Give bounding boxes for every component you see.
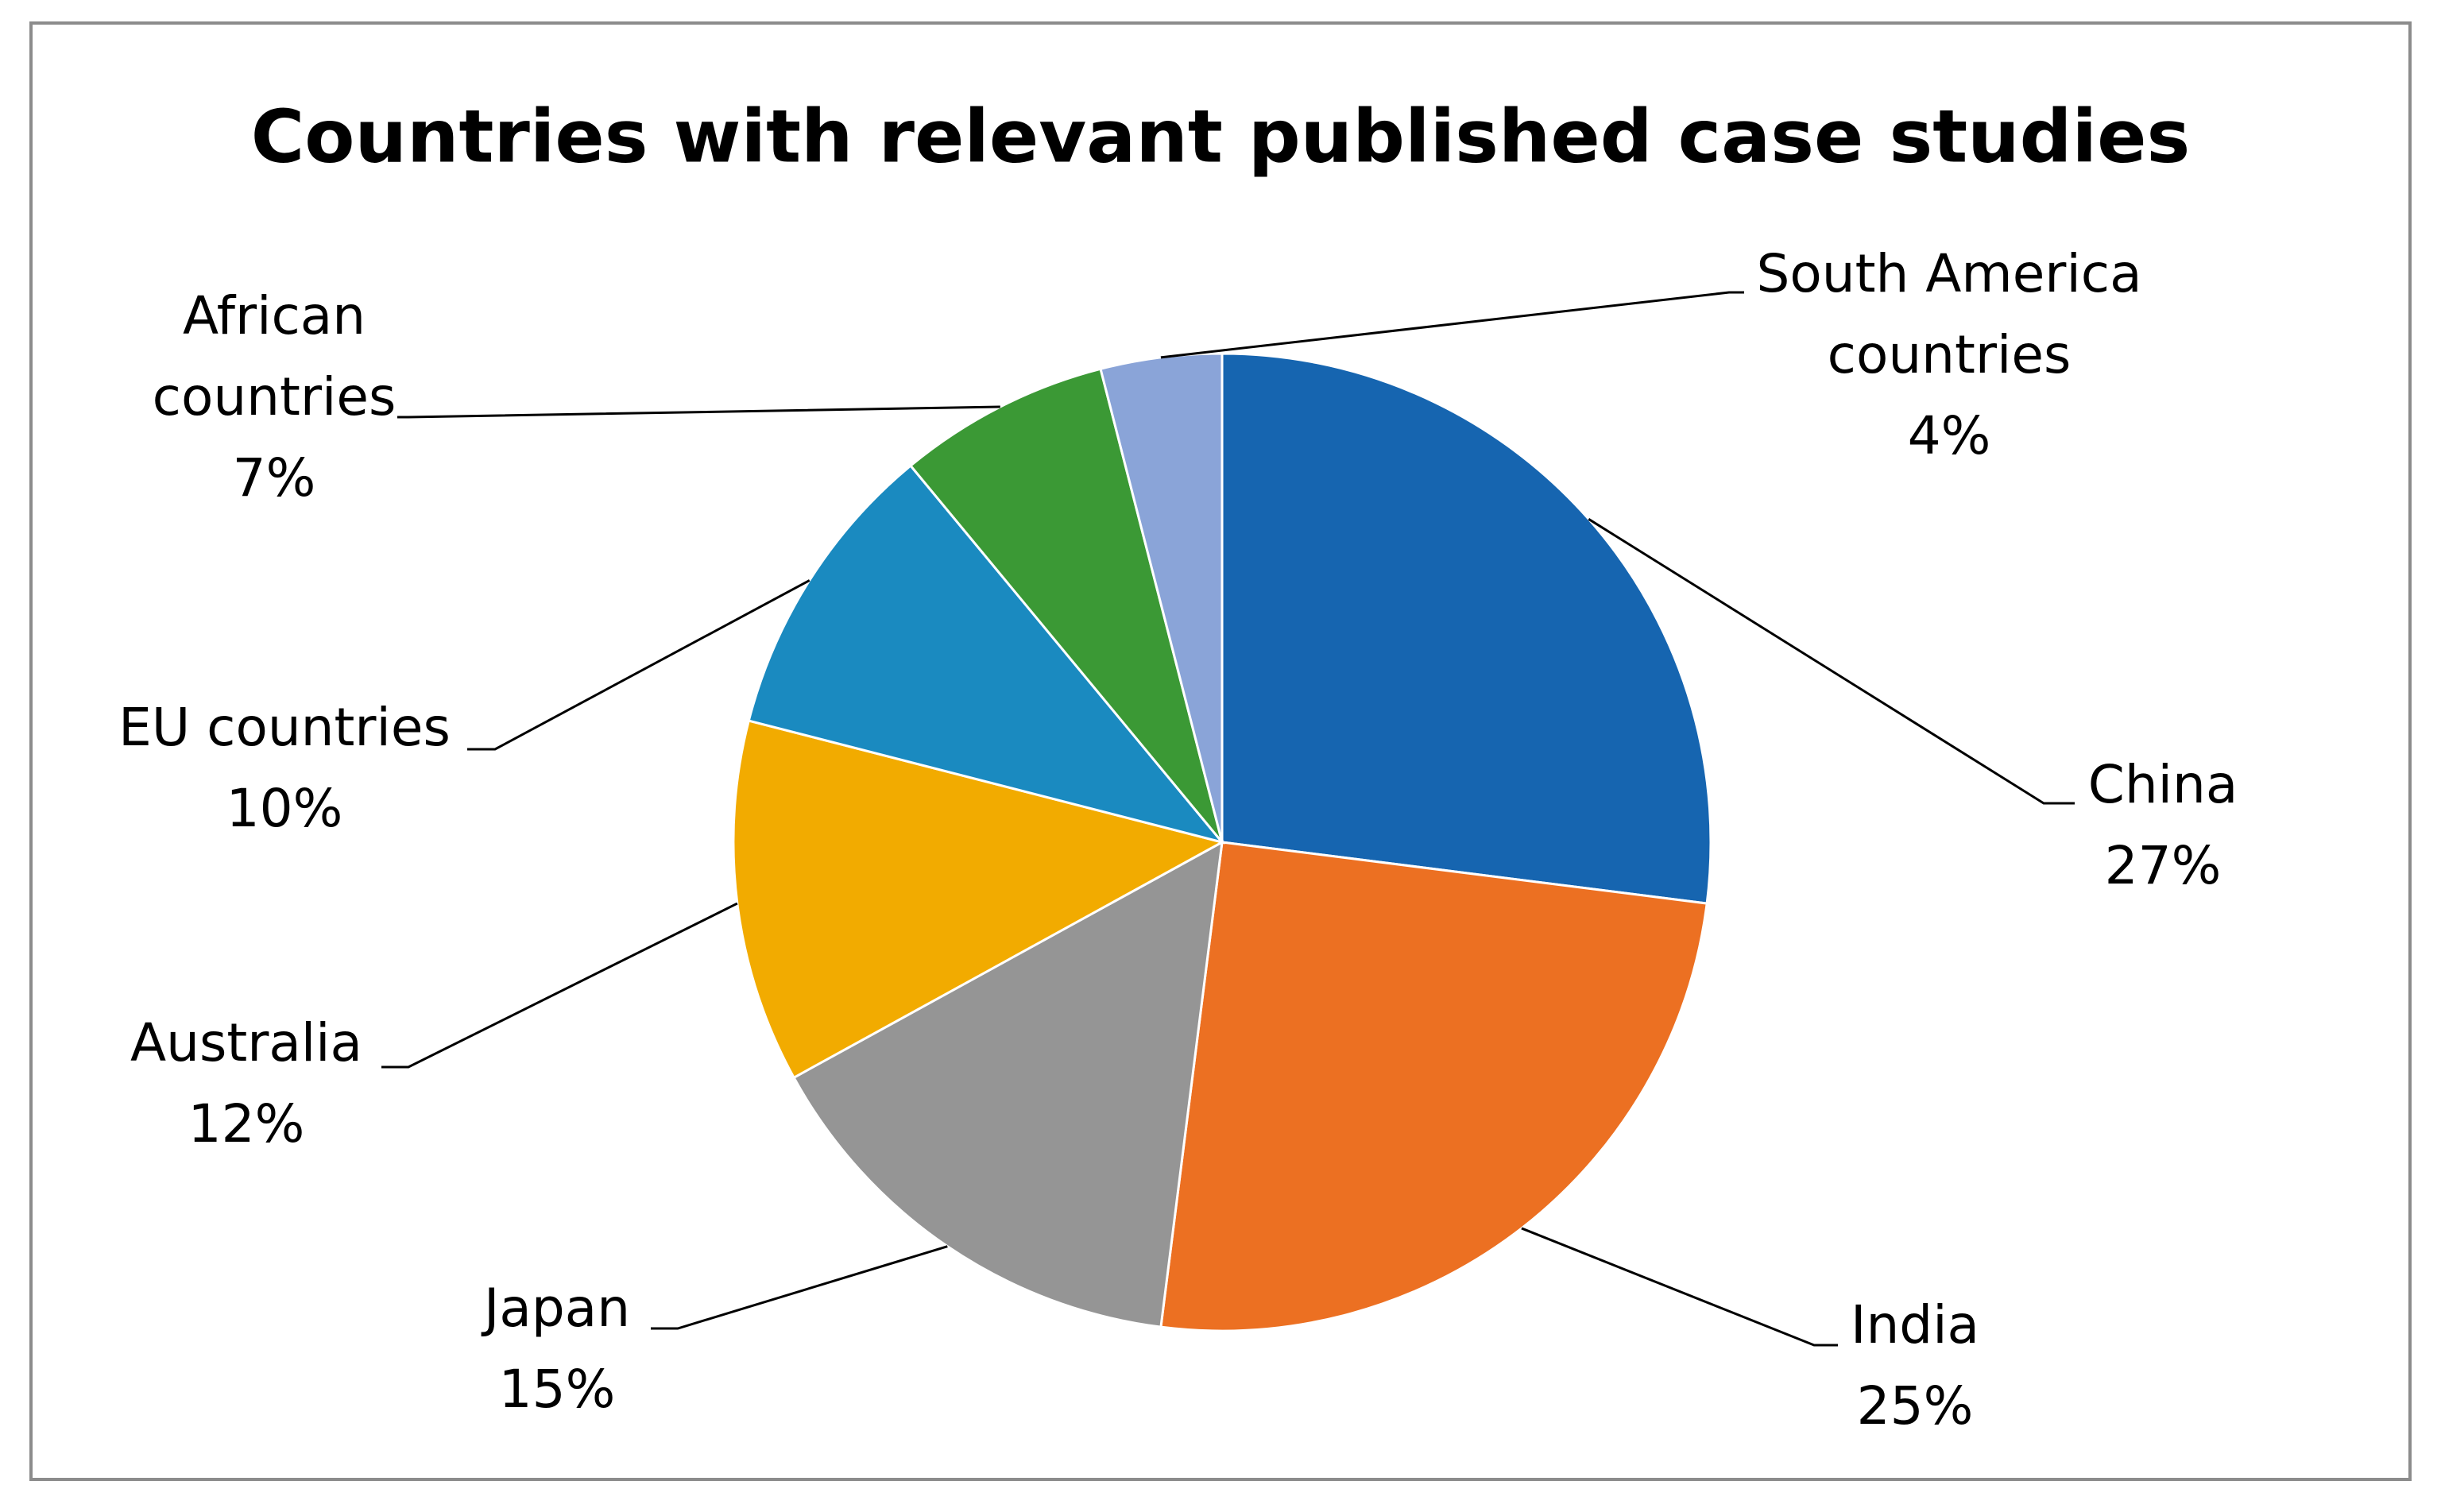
slice-label: South America countries 4% [1743,234,2156,477]
category-label: Australia [130,1012,362,1073]
pie-slice [792,840,1224,1328]
value-label: 7% [232,447,316,509]
slice-label: China 27% [1925,744,2401,907]
slice-label: EU countries 10% [46,687,523,849]
category-label: India [1851,1294,1979,1355]
slice-label: Japan 15% [319,1268,795,1430]
value-label: 12% [188,1093,305,1154]
leader-line [467,579,810,751]
pie-slice [1220,352,1712,905]
slice-label: African countries 7% [123,276,425,519]
pie-slice [1159,841,1708,1332]
value-label: 15% [498,1359,616,1420]
leader-line [1588,518,2075,805]
value-label: 10% [226,778,343,839]
value-label: 4% [1907,405,1991,466]
leader-line [381,902,738,1069]
category-label: China [2087,754,2238,815]
value-label: 25% [1856,1375,1974,1437]
leader-line [1160,291,1744,359]
leader-line [1521,1227,1838,1347]
category-label: African countries [152,285,397,427]
category-label: Japan [483,1278,631,1339]
pie-slice [732,719,1226,1080]
chart-title: Countries with relevant published case s… [251,94,2190,179]
category-label: South America countries [1756,243,2142,385]
slice-label: Australia 12% [8,1003,485,1165]
leader-line [651,1245,948,1330]
pie-slice [747,464,1226,845]
slice-label: India 25% [1677,1285,2153,1447]
category-label: EU countries [118,697,451,758]
value-label: 27% [2104,835,2222,896]
leader-line [397,405,1000,419]
